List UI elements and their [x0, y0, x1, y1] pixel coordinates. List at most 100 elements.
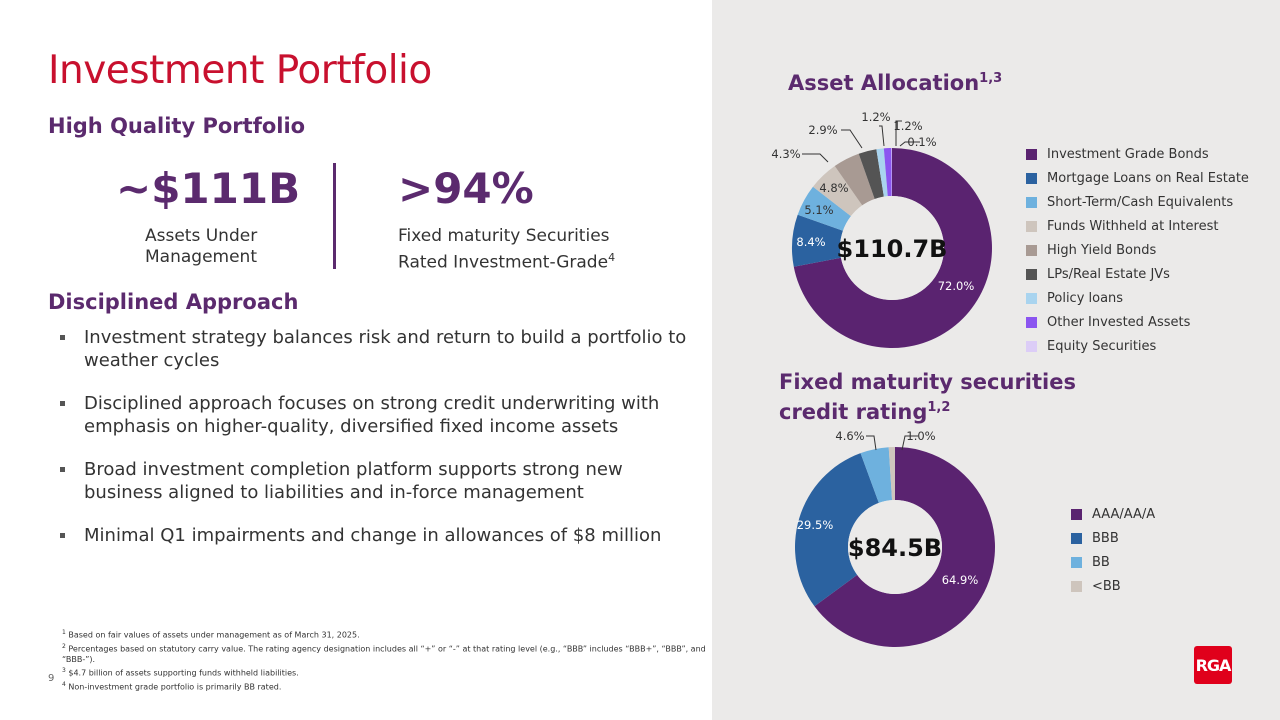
legend-label: Short-Term/Cash Equivalents: [1047, 194, 1234, 210]
legend-item: <BB: [1071, 574, 1155, 598]
donut-slice: [792, 214, 843, 267]
donut-hole: [840, 196, 944, 300]
page-title: Investment Portfolio: [48, 48, 432, 93]
donut-slice: [860, 447, 893, 503]
legend-item: Other Invested Assets: [1026, 310, 1249, 334]
legend-swatch: [1026, 148, 1037, 160]
donut-slice: [888, 447, 895, 501]
data-label: 4.6%: [835, 429, 864, 443]
legend-swatch: [1026, 220, 1037, 232]
donut-slice: [891, 148, 892, 197]
legend-swatch: [1071, 532, 1082, 544]
donut-hole: [848, 500, 942, 594]
data-label: 0.1%: [907, 135, 936, 149]
legend-item: AAA/AA/A: [1071, 502, 1155, 526]
legend-swatch: [1026, 196, 1037, 208]
legend-swatch: [1026, 340, 1037, 352]
data-label: 72.0%: [938, 279, 975, 293]
data-label: 1.2%: [861, 110, 890, 124]
legend-label: Investment Grade Bonds: [1047, 146, 1209, 162]
footnote: 1 Based on fair values of assets under m…: [62, 629, 360, 640]
donut-slice: [883, 148, 892, 197]
chart-title-allocation: Asset Allocation1,3: [788, 71, 1003, 95]
legend-item: LPs/Real Estate JVs: [1026, 262, 1249, 286]
donut-slice: [797, 186, 851, 231]
legend-swatch: [1026, 292, 1037, 304]
legend-label: <BB: [1092, 578, 1121, 594]
bullet-item: Broad investment completion platform sup…: [58, 458, 698, 504]
legend-item: Short-Term/Cash Equivalents: [1026, 190, 1249, 214]
leader-line: [895, 120, 902, 146]
legend-label: BB: [1092, 554, 1110, 570]
data-label: 64.9%: [942, 573, 979, 587]
section-heading-quality: High Quality Portfolio: [48, 114, 306, 138]
legend-swatch: [1071, 508, 1082, 520]
chart-title-credit: Fixed maturity securities credit rating1,…: [779, 370, 1076, 424]
footnote: 2 Percentages based on statutory carry v…: [62, 642, 706, 665]
data-label: 29.5%: [797, 518, 834, 532]
data-label: 1.2%: [893, 119, 922, 133]
donut-center-label: $84.5B: [848, 534, 942, 562]
leader-line: [879, 125, 885, 147]
bullet-item: Disciplined approach focuses on strong c…: [58, 392, 698, 438]
leader-line: [901, 435, 918, 451]
legend-swatch: [1026, 244, 1037, 256]
donut-center-label: $110.7B: [837, 235, 948, 263]
page-number: 9: [48, 673, 55, 684]
donut-slice: [812, 166, 863, 217]
legend-swatch: [1026, 172, 1037, 184]
donut-slice: [876, 148, 888, 197]
legend-swatch: [1026, 268, 1037, 280]
data-label: 8.4%: [796, 235, 825, 249]
approach-bullets: Investment strategy balances risk and re…: [58, 326, 698, 567]
footnote: 3 $4.7 billion of assets supporting fund…: [62, 667, 299, 678]
legend-item: Equity Securities: [1026, 334, 1249, 358]
kpi-ig-label: Fixed maturity Securities Rated Investmen…: [398, 226, 616, 273]
donut-slice: [858, 149, 884, 199]
legend-item: BBB: [1071, 526, 1155, 550]
legend-swatch: [1026, 316, 1037, 328]
donut-slice: [793, 148, 992, 349]
legend-allocation: Investment Grade Bonds Mortgage Loans on …: [1026, 142, 1249, 358]
legend-label: Policy loans: [1047, 290, 1124, 306]
footnotes: 1 Based on fair values of assets under m…: [62, 627, 712, 693]
data-label: 4.3%: [771, 147, 800, 161]
donut-slice: [814, 447, 995, 647]
kpi-divider: [333, 163, 336, 269]
section-heading-approach: Disciplined Approach: [48, 290, 299, 314]
bullet-item: Investment strategy balances risk and re…: [58, 326, 698, 372]
leader-line: [866, 435, 877, 451]
donut-slice: [795, 453, 879, 607]
legend-item: Funds Withheld at Interest: [1026, 214, 1249, 238]
legend-item: Mortgage Loans on Real Estate: [1026, 166, 1249, 190]
kpi-assets-label: Assets Under Management: [145, 226, 258, 267]
data-label: 5.1%: [804, 203, 833, 217]
legend-swatch: [1071, 580, 1082, 592]
footnote: 4 Non-investment grade portfolio is prim…: [62, 680, 282, 692]
legend-swatch: [1071, 556, 1082, 568]
legend-credit: AAA/AA/A BBB BB <BB: [1071, 502, 1155, 598]
data-label: 4.8%: [819, 181, 848, 195]
legend-item: High Yield Bonds: [1026, 238, 1249, 262]
legend-label: LPs/Real Estate JVs: [1047, 266, 1170, 282]
legend-label: AAA/AA/A: [1092, 506, 1156, 522]
legend-label: BBB: [1092, 530, 1119, 546]
legend-item: Investment Grade Bonds: [1026, 142, 1249, 166]
legend-label: Mortgage Loans on Real Estate: [1047, 170, 1249, 186]
legend-label: High Yield Bonds: [1047, 242, 1157, 258]
donut-slice: [834, 153, 875, 206]
kpi-ig-value: >94%: [398, 164, 534, 213]
kpi-assets-value: ~$111B: [116, 164, 301, 213]
leader-line: [802, 153, 829, 163]
rga-logo: RGA: [1194, 646, 1232, 684]
leader-line: [841, 129, 863, 149]
data-label: 1.0%: [906, 429, 935, 443]
right-panel: [712, 0, 1280, 720]
legend-item: Policy loans: [1026, 286, 1249, 310]
legend-label: Equity Securities: [1047, 338, 1157, 354]
bullet-item: Minimal Q1 impairments and change in all…: [58, 524, 698, 547]
data-label: 2.9%: [808, 123, 837, 137]
legend-item: BB: [1071, 550, 1155, 574]
legend-label: Funds Withheld at Interest: [1047, 218, 1219, 234]
